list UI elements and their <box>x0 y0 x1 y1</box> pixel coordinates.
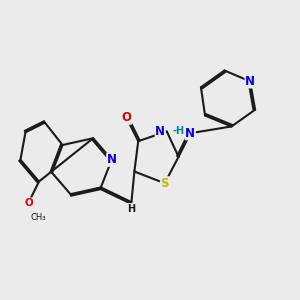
Text: -H: -H <box>172 126 184 136</box>
Text: N: N <box>155 125 165 138</box>
Text: O: O <box>24 198 33 208</box>
Text: S: S <box>160 177 169 190</box>
Text: N: N <box>245 75 255 88</box>
Text: N: N <box>185 127 195 140</box>
Text: O: O <box>122 111 131 124</box>
Text: N: N <box>107 153 117 166</box>
Text: H: H <box>128 204 136 214</box>
Text: CH₃: CH₃ <box>31 213 46 222</box>
